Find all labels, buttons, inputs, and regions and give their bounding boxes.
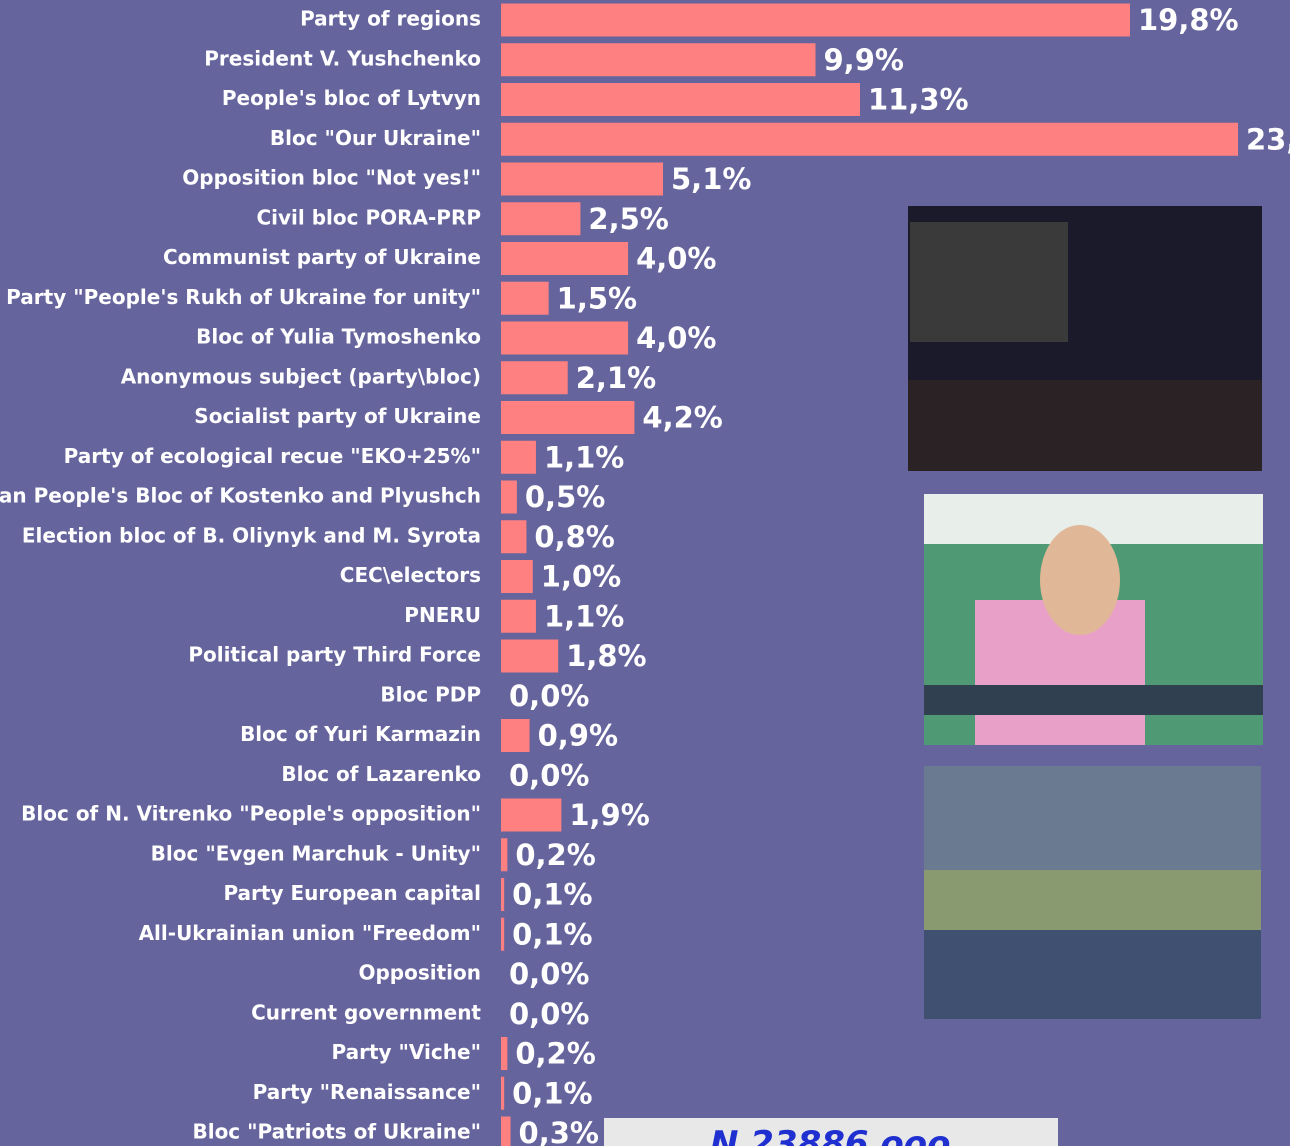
category-label: Civil bloc PORA-PRP <box>256 205 481 229</box>
value-label: 2,1% <box>576 361 656 395</box>
value-label: 1,5% <box>557 281 637 315</box>
value-label: 0,0% <box>509 957 589 991</box>
value-label: 0,0% <box>509 758 589 792</box>
value-label: 0,1% <box>512 917 592 951</box>
category-label: CEC\electors <box>340 563 481 587</box>
footer-text: N 23886 ooo <box>710 1124 951 1146</box>
bar <box>501 163 663 196</box>
category-label: Party "People's Rukh of Ukraine for unit… <box>6 285 481 309</box>
value-label: 1,1% <box>544 440 624 474</box>
category-label: Bloc of Yulia Tymoshenko <box>196 325 481 349</box>
bar <box>501 123 1238 156</box>
page: N 23886 ooo Party of regions 19,8% Preside… <box>0 0 1290 1146</box>
category-label: President V. Yushchenko <box>204 46 481 70</box>
photo-1 <box>908 206 1262 471</box>
value-label: 0,0% <box>509 679 589 713</box>
photo-3 <box>924 766 1261 1019</box>
value-label: 1,9% <box>569 798 649 832</box>
category-label: Party of regions <box>300 7 481 31</box>
value-label: 0,8% <box>534 520 614 554</box>
value-label: 0,2% <box>515 1037 595 1071</box>
category-label: Communist party of Ukraine <box>163 245 481 269</box>
bar <box>501 83 860 116</box>
bar <box>501 838 507 871</box>
bar <box>501 242 628 275</box>
value-label: 5,1% <box>671 162 751 196</box>
bar <box>501 322 628 355</box>
category-label: Bloc "Our Ukraine" <box>270 126 481 150</box>
category-label: Anonymous subject (party\bloc) <box>121 364 481 388</box>
bar <box>501 799 561 832</box>
category-label: Socialist party of Ukraine <box>194 404 481 428</box>
category-label: Bloc of Yuri Karmazin <box>240 722 481 746</box>
bar <box>501 43 816 76</box>
value-label: 9,9% <box>824 43 904 77</box>
value-label: 0,0% <box>509 997 589 1031</box>
category-label: PNERU <box>404 603 481 627</box>
category-label: Current government <box>251 1000 481 1024</box>
value-label: 0,2% <box>515 838 595 872</box>
category-label: Party European capital <box>223 881 481 905</box>
value-label: 4,2% <box>642 401 722 435</box>
bar <box>501 401 634 434</box>
category-label: Bloc "Evgen Marchuk - Unity" <box>151 841 481 865</box>
category-label: Bloc of Lazarenko <box>281 762 481 786</box>
bar <box>501 719 530 752</box>
category-label: Party of ecological recue "EKO+25%" <box>64 444 481 468</box>
bar <box>501 1077 504 1110</box>
photo-2 <box>924 494 1263 745</box>
value-label: 0,9% <box>538 719 618 753</box>
value-label: 0,5% <box>525 480 605 514</box>
category-label: Party "Renaissance" <box>253 1080 481 1104</box>
category-label: Bloc of N. Vitrenko "People's opposition… <box>21 802 481 826</box>
value-label: 1,1% <box>544 599 624 633</box>
value-label: 1,0% <box>541 560 621 594</box>
category-label: All-Ukrainian union "Freedom" <box>139 921 481 945</box>
bar <box>501 878 504 911</box>
bar <box>501 600 536 633</box>
category-label: ian People's Bloc of Kostenko and Plyush… <box>0 484 481 508</box>
bar <box>501 441 536 474</box>
bar <box>501 361 568 394</box>
value-label: 23,2% <box>1246 122 1290 156</box>
category-label: Party "Viche" <box>331 1040 481 1064</box>
bar <box>501 1117 511 1146</box>
category-label: Political party Third Force <box>188 643 481 667</box>
value-label: 4,0% <box>636 321 716 355</box>
category-label: Opposition <box>358 961 481 985</box>
value-label: 0,3% <box>519 1116 599 1146</box>
bar <box>501 918 504 951</box>
bar <box>501 4 1130 37</box>
bar <box>501 560 533 593</box>
bar <box>501 202 580 235</box>
bar <box>501 1037 507 1070</box>
bar <box>501 481 517 514</box>
value-label: 19,8% <box>1138 3 1239 37</box>
chart: N 23886 ooo Party of regions 19,8% Preside… <box>0 0 1290 1146</box>
value-label: 1,8% <box>566 639 646 673</box>
category-label: Bloc "Patriots of Ukraine" <box>192 1120 481 1144</box>
category-label: Bloc PDP <box>380 682 481 706</box>
category-label: Election bloc of B. Oliynyk and M. Syrot… <box>22 523 481 547</box>
category-label: People's bloc of Lytvyn <box>222 86 481 110</box>
value-label: 11,3% <box>868 83 969 117</box>
bar <box>501 640 558 673</box>
value-label: 4,0% <box>636 242 716 276</box>
category-label: Opposition bloc "Not yes!" <box>182 166 481 190</box>
bar <box>501 520 526 553</box>
value-label: 2,5% <box>588 202 668 236</box>
bar <box>501 282 549 315</box>
value-label: 0,1% <box>512 878 592 912</box>
value-label: 0,1% <box>512 1076 592 1110</box>
